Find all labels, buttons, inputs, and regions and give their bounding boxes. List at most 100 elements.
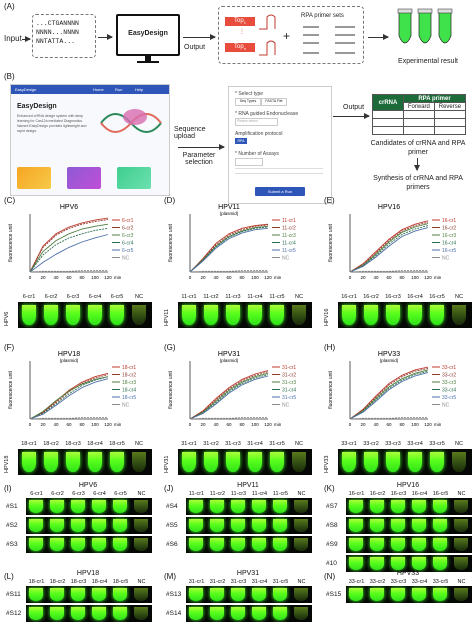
lane-label: 18-cr4 <box>91 579 108 585</box>
tube <box>92 538 106 551</box>
tube <box>113 588 127 601</box>
series-line <box>349 369 429 420</box>
tube <box>364 305 378 325</box>
legend-label: 6-cr1 <box>122 218 134 224</box>
lane-label: 31-cr3 <box>230 579 247 585</box>
tube <box>252 588 266 601</box>
x-tick-label: 120 <box>424 275 432 280</box>
y-axis-label: fluorescence unit <box>328 370 334 408</box>
line-chart: HPV16 fluorescence unit 0 20 40 60 80 100 120 min… <box>328 204 456 280</box>
tube <box>189 500 203 513</box>
sample-row-label: #S12 <box>6 610 22 617</box>
tube <box>252 607 266 620</box>
form-item-endonuclease: * RNA guided Endonuclease <box>235 111 299 117</box>
legend-label: 33-cr3 <box>442 380 456 386</box>
arrow-to-result <box>368 34 389 40</box>
tube <box>66 305 80 325</box>
tab-fasta-file[interactable]: FASTA File <box>261 98 287 106</box>
rpa-toggle[interactable]: RPA <box>235 138 247 144</box>
tab-seq-types[interactable]: Seq Types <box>235 98 261 106</box>
feature-card-2[interactable] <box>67 167 101 189</box>
tube <box>408 452 422 472</box>
tube <box>204 452 218 472</box>
feature-card-1[interactable] <box>17 167 51 189</box>
tube <box>408 305 422 325</box>
tube <box>412 588 426 601</box>
tube <box>134 519 148 532</box>
gel-row-label: HPV18 <box>4 455 10 473</box>
nav-run[interactable]: Run <box>115 87 123 92</box>
table-row <box>372 118 467 127</box>
gel-image <box>338 302 472 328</box>
x-tick-label: 0 <box>189 422 192 427</box>
x-tick-label: 60 <box>66 275 72 280</box>
lane-label: 11-cr4 <box>251 491 268 497</box>
primer-lines-icon <box>303 26 355 54</box>
feature-card-3[interactable] <box>117 167 151 189</box>
panel-label: (N) <box>324 572 336 581</box>
chart-title: HPV11 <box>218 204 240 211</box>
gel-row-label: HPV33 <box>324 455 330 473</box>
form-help-text <box>235 168 323 174</box>
tube <box>273 519 287 532</box>
app-navbar: EasyDesign Home Run Help <box>11 85 169 94</box>
tube <box>231 607 245 620</box>
tube <box>294 519 308 532</box>
lane-label: 16-cr1 <box>348 491 365 497</box>
submit-run-button[interactable]: Submit a Run <box>255 187 305 196</box>
gel-image <box>346 555 472 572</box>
gel-image <box>346 536 472 553</box>
x-unit-label: min <box>114 275 122 280</box>
lane-label: NC <box>295 441 303 447</box>
y-axis-label: fluorescence unit <box>8 370 14 408</box>
assays-input[interactable] <box>235 158 263 166</box>
lane-label: 6-cr4 <box>88 294 102 300</box>
tube <box>349 519 363 532</box>
tube <box>189 607 203 620</box>
legend-label: NC <box>282 255 290 261</box>
chart-title: HPV6 <box>60 204 78 211</box>
tube <box>50 519 64 532</box>
arrow-output-a <box>183 34 216 40</box>
legend-label: 33-cr1 <box>442 365 456 371</box>
gel-image <box>338 449 472 475</box>
chart-subtitle: (plasmid) <box>60 358 79 363</box>
tube <box>134 607 148 620</box>
tube <box>50 588 64 601</box>
nav-help[interactable]: Help <box>135 87 144 92</box>
app-brand: EasyDesign <box>15 87 37 92</box>
gel-row-label: HPV6 <box>4 311 10 326</box>
lane-label: 33-cr1 <box>341 441 357 447</box>
tube <box>71 500 85 513</box>
legend-label: 11-cr3 <box>282 233 296 239</box>
lane-label: 18-cr4 <box>87 441 103 447</box>
gel-image <box>26 605 152 622</box>
output-label-b: Output <box>343 104 365 111</box>
series-line <box>349 270 428 273</box>
endonuclease-select[interactable]: Please select <box>235 118 278 126</box>
lane-label: 31-cr4 <box>247 441 263 447</box>
legend-label: 18-cr5 <box>122 395 136 401</box>
tube <box>132 305 146 325</box>
table-crrna-header: crRNA <box>372 94 404 111</box>
lane-label: 33-cr2 <box>369 579 386 585</box>
gel-image <box>178 449 312 475</box>
x-tick-label: 80 <box>239 422 245 427</box>
lane-label: 11-cr1 <box>188 491 205 497</box>
gel-image <box>178 302 312 328</box>
nav-home[interactable]: Home <box>93 87 104 92</box>
panel-label: (E) <box>324 196 335 205</box>
gel-image <box>26 498 152 515</box>
plus-icon: + <box>283 29 291 43</box>
tube <box>273 588 287 601</box>
x-tick-label: 80 <box>79 422 85 427</box>
output-label-a: Output <box>184 44 206 51</box>
series-line <box>29 227 109 273</box>
arrow-input <box>22 36 31 42</box>
legend-label: 6-cr4 <box>122 240 134 246</box>
tube <box>252 519 266 532</box>
tube <box>412 519 426 532</box>
panel-label: (I) <box>4 484 12 493</box>
x-tick-label: 120 <box>104 275 112 280</box>
lane-label: 16-cr2 <box>363 294 379 300</box>
